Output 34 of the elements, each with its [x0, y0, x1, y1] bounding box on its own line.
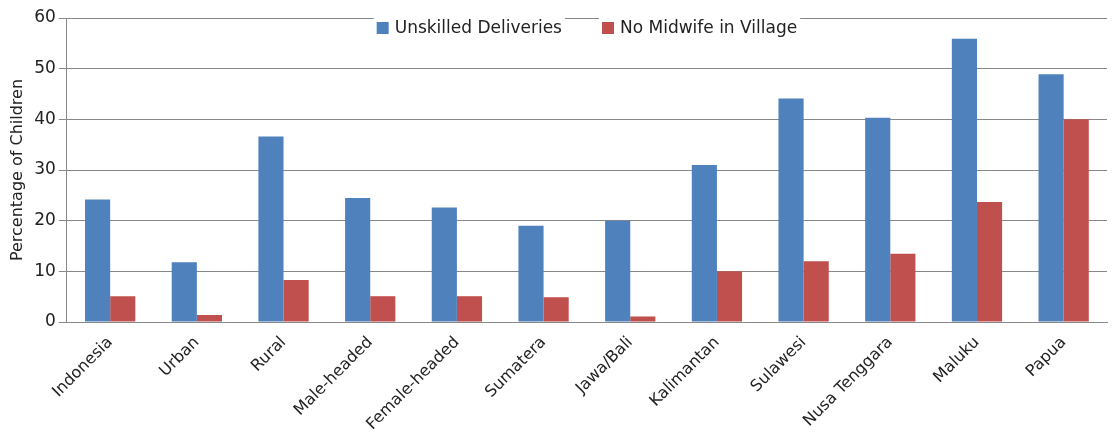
y-tick-label: 30 — [34, 158, 56, 179]
y-tick-label: 50 — [34, 57, 56, 78]
bar — [865, 117, 891, 322]
bar — [1063, 119, 1089, 322]
bar — [890, 253, 916, 322]
bar — [283, 279, 309, 322]
bar — [370, 296, 396, 322]
bar — [171, 262, 197, 322]
bar — [976, 201, 1003, 322]
bar — [85, 199, 111, 322]
bar — [691, 164, 717, 322]
y-tick-label: 60 — [34, 6, 56, 27]
bar — [630, 316, 656, 322]
bar — [258, 136, 284, 322]
y-tick-label: 40 — [34, 107, 56, 128]
legend-label: No Midwife in Village — [619, 17, 798, 38]
y-tick-label: 20 — [34, 209, 56, 230]
bar — [110, 296, 136, 322]
bar — [431, 207, 457, 322]
bar — [196, 314, 222, 322]
bar — [605, 220, 631, 322]
bar — [1038, 74, 1064, 322]
y-axis-title: Percentage of Children — [6, 78, 26, 262]
bar — [345, 197, 371, 322]
bar — [951, 38, 977, 322]
bar — [518, 225, 544, 322]
legend-label: Unskilled Deliveries — [394, 17, 563, 38]
y-tick-label: 0 — [45, 310, 56, 331]
bar — [716, 271, 743, 322]
y-tick-label: 10 — [34, 259, 56, 280]
bar — [543, 297, 569, 322]
bar — [456, 296, 483, 322]
bar — [803, 261, 829, 322]
bar — [778, 98, 804, 322]
